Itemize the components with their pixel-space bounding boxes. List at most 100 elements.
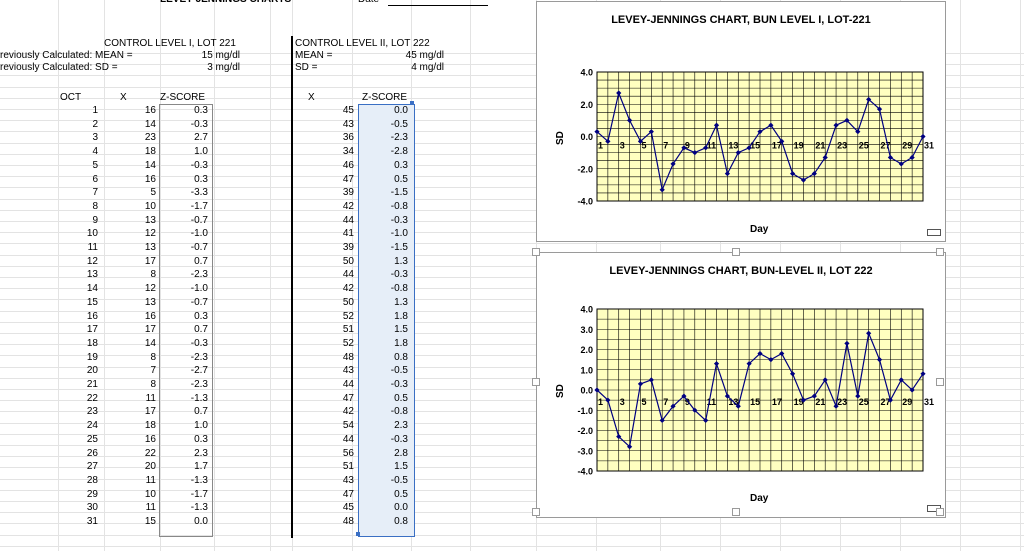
chart-selection-handle[interactable] (532, 378, 540, 386)
chart-selection-handle[interactable] (732, 248, 740, 256)
level2-zscore-cell[interactable]: 0.0 (394, 502, 408, 513)
day-cell[interactable]: 25 (86, 434, 98, 445)
day-cell[interactable]: 22 (86, 393, 98, 404)
level2-x-cell[interactable]: 43 (342, 119, 354, 130)
level1-x-cell[interactable]: 11 (145, 475, 156, 486)
day-cell[interactable]: 15 (86, 297, 98, 308)
data-point[interactable] (768, 357, 774, 363)
data-point[interactable] (876, 357, 883, 363)
level2-x-cell[interactable]: 52 (342, 311, 354, 322)
day-cell[interactable]: 23 (86, 406, 98, 417)
level2-x-cell[interactable]: 39 (342, 187, 354, 198)
data-point[interactable] (779, 138, 785, 144)
data-point[interactable] (876, 106, 883, 112)
level1-zscore-cell[interactable]: -0.3 (190, 338, 208, 349)
data-point[interactable] (616, 433, 622, 440)
level2-x-cell[interactable]: 42 (342, 406, 354, 417)
level1-zscore-cell[interactable]: -1.7 (190, 489, 208, 500)
level2-x-cell[interactable]: 34 (342, 146, 354, 157)
level2-zscore-cell[interactable]: 1.3 (394, 256, 408, 267)
level1-zscore-cell[interactable]: 1.0 (194, 420, 208, 431)
level2-zscore-cell[interactable]: -0.3 (390, 379, 408, 390)
level2-zscore-cell[interactable]: 0.5 (394, 174, 408, 185)
level1-x-cell[interactable]: 22 (144, 448, 156, 459)
day-cell[interactable]: 13 (86, 269, 98, 280)
day-cell[interactable]: 29 (86, 489, 98, 500)
selected-range[interactable] (358, 104, 415, 537)
data-point[interactable] (855, 129, 861, 135)
level1-zscore-cell[interactable]: 0.3 (194, 174, 208, 185)
data-point[interactable] (887, 397, 893, 403)
data-point[interactable] (648, 377, 654, 383)
data-point[interactable] (637, 381, 644, 387)
level2-x-cell[interactable]: 42 (342, 201, 354, 212)
level1-x-cell[interactable]: 18 (144, 146, 156, 157)
level2-zscore-cell[interactable]: -1.0 (390, 228, 408, 239)
level1-zscore-cell[interactable]: 2.7 (194, 132, 208, 143)
data-point[interactable] (898, 377, 904, 383)
level1-x-cell[interactable]: 11 (145, 393, 156, 404)
level1-x-cell[interactable]: 7 (150, 365, 156, 376)
level1-zscore-cell[interactable]: 1.7 (194, 461, 208, 472)
level2-x-cell[interactable]: 54 (342, 420, 354, 431)
chart-selection-handle[interactable] (936, 248, 944, 256)
level2-zscore-cell[interactable]: 0.8 (394, 516, 408, 527)
level2-zscore-cell[interactable]: -1.5 (390, 187, 408, 198)
level2-x-cell[interactable]: 47 (342, 489, 354, 500)
level1-x-cell[interactable]: 5 (150, 187, 156, 198)
data-point[interactable] (800, 397, 807, 403)
day-cell[interactable]: 9 (92, 215, 98, 226)
level1-x-cell[interactable]: 12 (144, 228, 156, 239)
level1-x-cell[interactable]: 8 (150, 379, 156, 390)
level1-x-cell[interactable]: 20 (144, 461, 156, 472)
level2-x-cell[interactable]: 47 (342, 174, 354, 185)
level1-zscore-cell[interactable]: -1.3 (190, 475, 208, 486)
level1-zscore-cell[interactable]: -1.3 (190, 502, 208, 513)
day-cell[interactable]: 19 (86, 352, 98, 363)
level1-x-cell[interactable]: 17 (144, 256, 156, 267)
day-cell[interactable]: 7 (92, 187, 98, 198)
level1-x-cell[interactable]: 10 (144, 489, 156, 500)
resize-handle[interactable] (927, 229, 941, 236)
data-point[interactable] (703, 417, 709, 423)
chart-selection-handle[interactable] (936, 378, 944, 386)
data-point[interactable] (833, 403, 839, 409)
day-cell[interactable]: 8 (92, 201, 98, 212)
day-cell[interactable]: 24 (86, 420, 98, 431)
level1-zscore-cell[interactable]: -3.3 (190, 187, 208, 198)
data-point[interactable] (866, 96, 872, 103)
data-point[interactable] (757, 129, 763, 135)
data-point[interactable] (822, 154, 828, 161)
data-point[interactable] (637, 138, 644, 144)
level1-x-cell[interactable]: 14 (144, 160, 156, 171)
level1-zscore-cell[interactable]: -1.3 (190, 393, 208, 404)
data-point[interactable] (887, 154, 893, 161)
level1-x-cell[interactable]: 23 (144, 132, 156, 143)
day-cell[interactable]: 27 (86, 461, 98, 472)
data-point[interactable] (822, 377, 828, 383)
level1-zscore-cell[interactable]: 0.3 (194, 105, 208, 116)
day-cell[interactable]: 4 (92, 146, 98, 157)
day-cell[interactable]: 17 (86, 324, 98, 335)
level2-zscore-cell[interactable]: 2.3 (394, 420, 408, 431)
level2-zscore-cell[interactable]: -0.5 (390, 475, 408, 486)
day-cell[interactable]: 5 (92, 160, 98, 171)
level1-zscore-cell[interactable]: 0.7 (194, 324, 208, 335)
data-point[interactable] (735, 150, 741, 156)
level1-x-cell[interactable]: 16 (144, 174, 156, 185)
level1-zscore-cell[interactable]: 2.3 (194, 448, 208, 459)
level1-zscore-cell[interactable]: -0.7 (190, 242, 208, 253)
level1-x-cell[interactable]: 13 (144, 215, 156, 226)
level1-x-cell[interactable]: 17 (144, 406, 156, 417)
level2-zscore-cell[interactable]: -0.3 (390, 215, 408, 226)
level2-x-cell[interactable]: 51 (342, 324, 354, 335)
level1-x-cell[interactable]: 8 (150, 352, 156, 363)
level1-zscore-cell[interactable]: 1.0 (194, 146, 208, 157)
level1-zscore-cell[interactable]: -2.3 (190, 352, 208, 363)
level2-zscore-cell[interactable]: 0.0 (394, 105, 408, 116)
level1-zscore-cell[interactable]: -0.3 (190, 119, 208, 130)
level1-x-cell[interactable]: 16 (144, 434, 156, 445)
level1-zscore-cell[interactable]: -1.7 (190, 201, 208, 212)
level2-zscore-cell[interactable]: -0.8 (390, 406, 408, 417)
